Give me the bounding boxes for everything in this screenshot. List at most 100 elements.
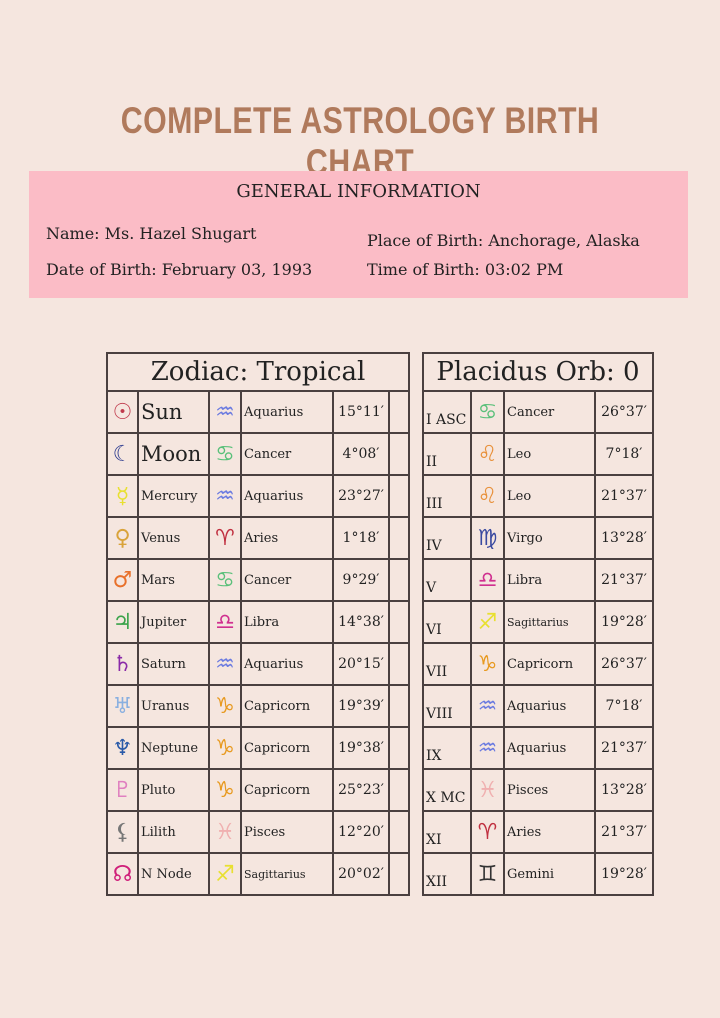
divider — [408, 433, 424, 475]
empty-cell — [388, 810, 410, 854]
page-title: COMPLETE ASTROLOGY BIRTH CHART — [120, 100, 600, 183]
planet-sign: Libra — [240, 600, 334, 644]
house-sign: Capricorn — [503, 642, 596, 686]
empty-cell — [388, 474, 410, 518]
house-sign: Sagittarius — [503, 600, 596, 644]
capricorn-icon: ♑︎ — [470, 642, 505, 686]
zodiac-header: Zodiac: Tropical — [106, 352, 410, 392]
pluto-icon: ♇︎ — [106, 768, 139, 812]
empty-cell — [388, 642, 410, 686]
chart-table: Zodiac: Tropical Placidus Orb: 0 ☉︎ Sun ♒︎… — [106, 352, 654, 896]
empty-cell — [388, 600, 410, 644]
divider — [408, 391, 424, 433]
time-of-birth-field: Time of Birth: 03:02 PM — [367, 260, 564, 279]
empty-cell — [388, 726, 410, 770]
house-sign: Aquarius — [503, 726, 596, 770]
planet-degree: 23°27′ — [332, 474, 390, 518]
empty-cell — [388, 684, 410, 728]
house-sign: Gemini — [503, 852, 596, 896]
table-row: ♇︎ Pluto ♑︎ Capricorn 25°23′ X MC ♓︎ Pisces 13°2… — [106, 768, 654, 812]
table-row: ♀︎ Venus ♈︎ Aries 1°18′ IV ♍︎ Virgo 13°28′ — [106, 516, 654, 560]
aquarius-icon: ♒︎ — [470, 726, 505, 770]
house-number: IV — [422, 516, 472, 560]
table-row: ☾︎ Moon ♋︎ Cancer 4°08′ II ♌︎ Leo 7°18′ — [106, 432, 654, 476]
house-number: VIII — [422, 684, 472, 728]
house-sign: Virgo — [503, 516, 596, 560]
house-degree: 13°28′ — [594, 516, 654, 560]
empty-cell — [388, 432, 410, 476]
house-sign: Libra — [503, 558, 596, 602]
table-row: ♅︎ Uranus ♑︎ Capricorn 19°39′ VIII ♒︎ Aquarius 7… — [106, 684, 654, 728]
uranus-icon: ♅︎ — [106, 684, 139, 728]
house-sign: Cancer — [503, 390, 596, 434]
house-degree: 7°18′ — [594, 432, 654, 476]
leo-icon: ♌︎ — [470, 474, 505, 518]
house-degree: 19°28′ — [594, 852, 654, 896]
planet-name: Venus — [137, 516, 210, 560]
libra-icon: ♎︎ — [470, 558, 505, 602]
house-degree: 21°37′ — [594, 726, 654, 770]
planet-sign: Capricorn — [240, 726, 334, 770]
mercury-icon: ☿︎ — [106, 474, 139, 518]
house-number: III — [422, 474, 472, 518]
moon-icon: ☾︎ — [106, 432, 139, 476]
capricorn-icon: ♑︎ — [208, 684, 242, 728]
aries-icon: ♈︎ — [470, 810, 505, 854]
planet-sign: Aquarius — [240, 390, 334, 434]
planet-sign: Cancer — [240, 432, 334, 476]
house-number: V — [422, 558, 472, 602]
house-degree: 21°37′ — [594, 558, 654, 602]
planet-degree: 19°38′ — [332, 726, 390, 770]
general-information-heading: GENERAL INFORMATION — [236, 181, 481, 202]
house-number: XI — [422, 810, 472, 854]
capricorn-icon: ♑︎ — [208, 768, 242, 812]
planet-name: N Node — [137, 852, 210, 896]
sagittarius-icon: ♐︎ — [470, 600, 505, 644]
virgo-icon: ♍︎ — [470, 516, 505, 560]
empty-cell — [388, 516, 410, 560]
house-number: II — [422, 432, 472, 476]
planet-degree: 20°15′ — [332, 642, 390, 686]
planet-sign: Aquarius — [240, 474, 334, 518]
lilith-icon: ⚸︎ — [106, 810, 139, 854]
planet-name: Pluto — [137, 768, 210, 812]
planet-name: Mercury — [137, 474, 210, 518]
planet-sign: Pisces — [240, 810, 334, 854]
name-field: Name: Ms. Hazel Shugart — [46, 224, 257, 243]
table-row: ☉︎ Sun ♒︎ Aquarius 15°11′ I ASC ♋︎ Cancer 26°37′ — [106, 390, 654, 434]
aries-icon: ♈︎ — [208, 516, 242, 560]
house-sign: Leo — [503, 474, 596, 518]
place-of-birth-field: Place of Birth: Anchorage, Alaska — [367, 231, 640, 250]
house-number: XII — [422, 852, 472, 896]
planet-degree: 19°39′ — [332, 684, 390, 728]
jupiter-icon: ♃︎ — [106, 600, 139, 644]
divider — [408, 685, 424, 727]
house-sign: Aries — [503, 810, 596, 854]
sagittarius-icon: ♐︎ — [208, 852, 242, 896]
date-of-birth-field: Date of Birth: February 03, 1993 — [46, 260, 313, 279]
house-degree: 21°37′ — [594, 810, 654, 854]
empty-cell — [388, 768, 410, 812]
planet-name: Moon — [137, 432, 210, 476]
planet-name: Uranus — [137, 684, 210, 728]
house-number: I ASC — [422, 390, 472, 434]
planet-sign: Aries — [240, 516, 334, 560]
planet-sign: Cancer — [240, 558, 334, 602]
divider — [408, 559, 424, 601]
planet-degree: 25°23′ — [332, 768, 390, 812]
planet-degree: 1°18′ — [332, 516, 390, 560]
house-number: IX — [422, 726, 472, 770]
planet-name: Saturn — [137, 642, 210, 686]
cancer-icon: ♋︎ — [208, 432, 242, 476]
gemini-icon: ♊︎ — [470, 852, 505, 896]
house-degree: 26°37′ — [594, 390, 654, 434]
house-number: VI — [422, 600, 472, 644]
pisces-icon: ♓︎ — [470, 768, 505, 812]
table-row: ⚸︎ Lilith ♓︎ Pisces 12°20′ XI ♈︎ Aries 21°37′ — [106, 810, 654, 854]
table-row: ☊︎ N Node ♐︎ Sagittarius 20°02′ XII ♊︎ Gemini 19… — [106, 852, 654, 896]
capricorn-icon: ♑︎ — [208, 726, 242, 770]
planet-sign: Sagittarius — [240, 852, 334, 896]
leo-icon: ♌︎ — [470, 432, 505, 476]
planet-degree: 9°29′ — [332, 558, 390, 602]
